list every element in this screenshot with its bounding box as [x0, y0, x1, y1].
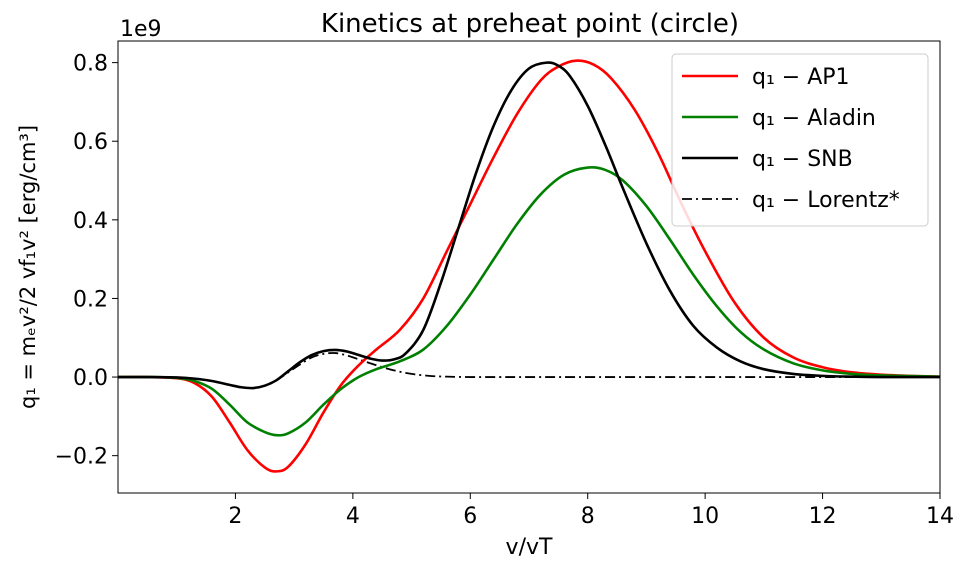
- x-tick-label: 12: [809, 504, 837, 529]
- legend-label: q₁ − Lorentz*: [752, 188, 900, 213]
- series-line-0: [118, 59, 940, 473]
- plot-frame: [117, 40, 941, 494]
- series-line-2: [118, 61, 940, 390]
- series-layer: [118, 59, 940, 473]
- y-tick-label: 0.6: [73, 130, 108, 155]
- series-line-1: [118, 165, 940, 437]
- chart-title: Kinetics at preheat point (circle): [321, 9, 739, 39]
- legend: q₁ − AP1 q₁ − Aladin q₁ − SNB q₁ − Lorentz*: [671, 53, 929, 227]
- y-tick-label: 0.0: [73, 366, 108, 391]
- y-axis-label: q₁ = mₑv²/2 vf₁v² [erg/cm³]: [16, 125, 40, 409]
- x-tick-label: 10: [691, 504, 719, 529]
- x-axis: 2 4 6 8 10 12 14: [228, 493, 954, 529]
- y-axis: −0.2 0.0 0.2 0.4 0.6 0.8: [55, 52, 118, 470]
- x-tick-label: 14: [926, 504, 954, 529]
- x-axis-label: v/vT: [506, 535, 553, 560]
- legend-label: q₁ − Aladin: [752, 106, 876, 131]
- y-axis-offset-label: 1e9: [120, 17, 162, 42]
- x-tick-label: 8: [581, 504, 595, 529]
- legend-label: q₁ − AP1: [752, 65, 850, 90]
- legend-box: [671, 53, 929, 227]
- y-tick-label: 0.4: [73, 209, 108, 234]
- y-tick-label: 0.2: [73, 287, 108, 312]
- x-tick-label: 2: [228, 504, 242, 529]
- x-tick-label: 4: [346, 504, 360, 529]
- y-tick-label: 0.8: [73, 52, 108, 77]
- series-line-3: [118, 352, 940, 390]
- y-tick-label: −0.2: [55, 445, 108, 470]
- x-tick-label: 6: [463, 504, 477, 529]
- legend-label: q₁ − SNB: [752, 147, 853, 172]
